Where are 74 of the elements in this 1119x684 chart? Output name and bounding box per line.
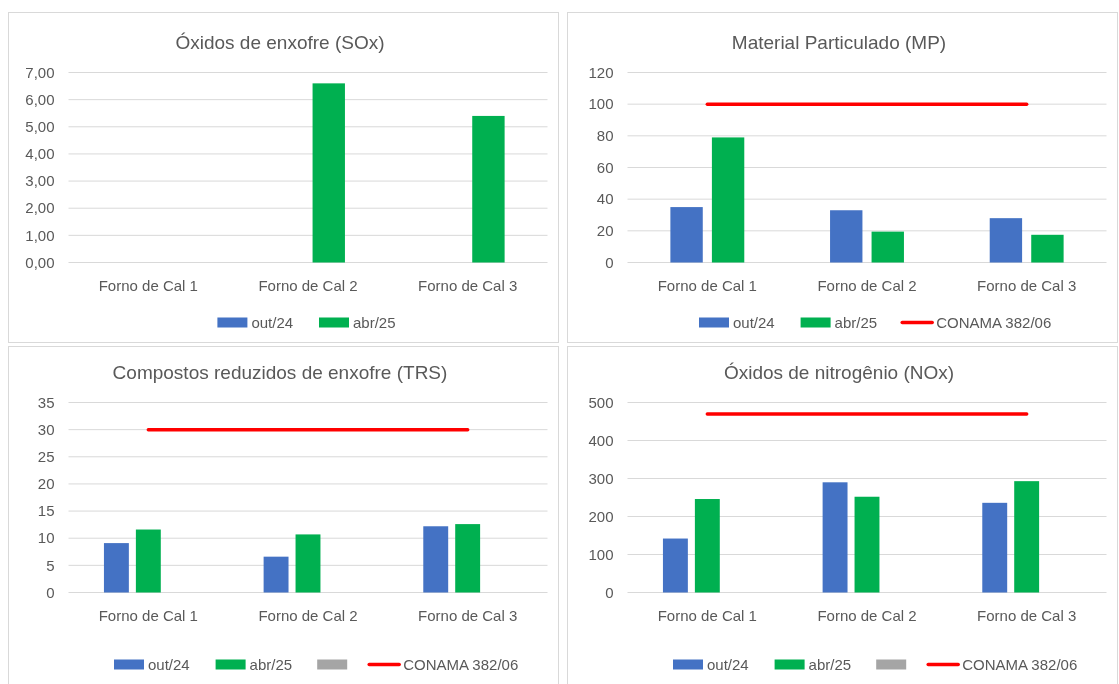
x-tick-label: Forno de Cal 1 bbox=[657, 606, 757, 624]
y-tick-label: 1,00 bbox=[25, 226, 55, 244]
legend-label: out/24 bbox=[733, 313, 775, 331]
y-tick-label: 400 bbox=[588, 431, 614, 449]
y-tick-label: 20 bbox=[596, 222, 614, 240]
legend-label: abr/25 bbox=[834, 313, 878, 331]
y-tick-label: 0,00 bbox=[25, 253, 55, 271]
x-tick-label: Forno de Cal 2 bbox=[817, 606, 917, 624]
legend-label: CONAMA 382/06 bbox=[962, 655, 1078, 673]
bar bbox=[854, 496, 880, 593]
y-tick-label: 120 bbox=[588, 63, 614, 81]
y-tick-label: 0 bbox=[605, 253, 614, 271]
y-tick-label: 200 bbox=[588, 507, 614, 525]
x-tick-label: Forno de Cal 2 bbox=[817, 276, 917, 294]
x-tick-label: Forno de Cal 3 bbox=[977, 276, 1077, 294]
bar bbox=[694, 499, 720, 593]
legend-label: out/24 bbox=[707, 655, 749, 673]
legend-label: out/24 bbox=[251, 313, 294, 331]
bar bbox=[455, 524, 481, 593]
y-tick-label: 40 bbox=[596, 190, 614, 208]
legend-label: out/24 bbox=[148, 655, 190, 673]
legend-label: CONAMA 382/06 bbox=[403, 655, 519, 673]
x-tick-label: Forno de Cal 1 bbox=[98, 606, 198, 624]
bar bbox=[711, 137, 745, 263]
bar bbox=[1031, 234, 1064, 263]
y-tick-label: 10 bbox=[37, 529, 55, 547]
y-tick-label: 3,00 bbox=[25, 172, 55, 190]
bar bbox=[263, 556, 289, 593]
bar bbox=[670, 207, 703, 263]
x-tick-label: Forno de Cal 3 bbox=[418, 606, 518, 624]
bar bbox=[135, 529, 161, 593]
y-tick-label: 6,00 bbox=[25, 90, 55, 108]
y-tick-label: 300 bbox=[588, 469, 614, 487]
y-tick-label: 2,00 bbox=[25, 199, 55, 217]
bar bbox=[295, 534, 321, 593]
x-tick-label: Forno de Cal 3 bbox=[418, 276, 518, 294]
x-tick-label: Forno de Cal 3 bbox=[977, 606, 1077, 624]
y-tick-label: 4,00 bbox=[25, 145, 55, 163]
chart-title: Compostos reduzidos de enxofre (TRS) bbox=[112, 361, 448, 383]
y-tick-label: 500 bbox=[588, 393, 614, 411]
x-tick-label: Forno de Cal 1 bbox=[98, 276, 198, 294]
x-tick-label: Forno de Cal 1 bbox=[657, 276, 757, 294]
x-tick-label: Forno de Cal 2 bbox=[258, 606, 358, 624]
y-tick-label: 5 bbox=[46, 556, 55, 574]
legend-label: CONAMA 382/06 bbox=[936, 313, 1052, 331]
y-tick-label: 25 bbox=[37, 448, 55, 466]
y-tick-label: 7,00 bbox=[25, 63, 55, 81]
x-tick-label: Forno de Cal 2 bbox=[258, 276, 358, 294]
chart-title: Óxidos de nitrogênio (NOx) bbox=[723, 361, 955, 383]
y-tick-label: 5,00 bbox=[25, 118, 55, 136]
legend-label: abr/25 bbox=[249, 655, 293, 673]
chart-title: Óxidos de enxofre (SOx) bbox=[175, 31, 385, 53]
y-tick-label: 35 bbox=[37, 393, 55, 411]
bar bbox=[830, 210, 863, 263]
y-tick-label: 0 bbox=[605, 583, 614, 601]
bar bbox=[871, 231, 904, 263]
y-tick-label: 20 bbox=[37, 475, 55, 493]
y-tick-label: 80 bbox=[596, 127, 614, 145]
bar bbox=[423, 526, 449, 593]
bar bbox=[989, 218, 1023, 263]
bar bbox=[822, 482, 848, 593]
y-tick-label: 15 bbox=[37, 502, 55, 520]
bar bbox=[982, 502, 1008, 593]
y-tick-label: 100 bbox=[588, 95, 614, 113]
y-tick-label: 0 bbox=[46, 583, 55, 601]
y-tick-label: 30 bbox=[37, 420, 55, 438]
y-tick-label: 60 bbox=[596, 158, 614, 176]
chart-title: Material Particulado (MP) bbox=[731, 31, 947, 53]
bar bbox=[662, 538, 688, 593]
bar bbox=[103, 543, 129, 593]
legend-label: abr/25 bbox=[808, 655, 852, 673]
y-tick-label: 100 bbox=[588, 545, 614, 563]
legend-label: abr/25 bbox=[353, 313, 396, 331]
bar bbox=[1014, 481, 1040, 593]
